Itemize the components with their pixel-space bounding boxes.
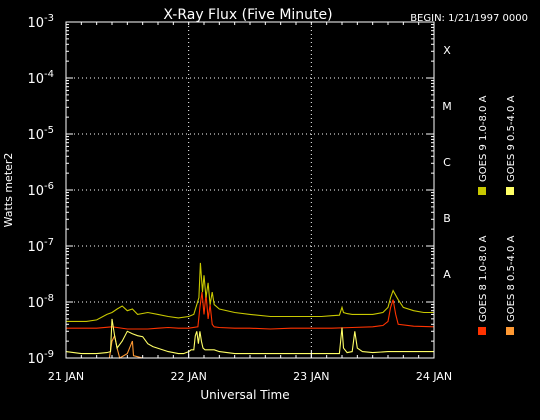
flare-class-label: B: [443, 212, 451, 225]
legend-label: GOES 9 1.0-8.0 A: [478, 95, 489, 182]
x-axis-label: Universal Time: [200, 388, 289, 402]
legend-swatch: [478, 187, 486, 195]
flare-class-label: A: [443, 268, 451, 281]
x-tick-label: 21 JAN: [48, 370, 84, 383]
grid-layer: [66, 22, 434, 358]
tick-layer: 10-3 10-4 10-5 10-6 10-7 10-8 10-9 21 JAN 22 JAN…: [27, 13, 452, 383]
y-tick-label: 10-4: [27, 69, 54, 87]
x-tick-label: 22 JAN: [171, 370, 207, 383]
begin-label: BEGIN: 1/21/1997 0000: [410, 13, 528, 24]
legend-swatch: [506, 187, 514, 195]
x-tick-label: 24 JAN: [416, 370, 452, 383]
legend-layer: GOES 8 1.0-8.0 A GOES 9 1.0-8.0 A GOES 8 0…: [478, 95, 517, 335]
legend-label: GOES 8 0.5-4.0 A: [506, 235, 517, 322]
legend-swatch: [506, 327, 514, 335]
flare-class-label: X: [443, 44, 451, 57]
series-line: [65, 318, 434, 355]
legend-label: GOES 9 0.5-4.0 A: [506, 95, 517, 182]
y-tick-label: 10-5: [27, 125, 54, 143]
series-line: [66, 262, 434, 322]
y-tick-label: 10-3: [27, 13, 54, 31]
y-axis-label: Watts meter2: [2, 153, 15, 228]
y-tick-label: 10-7: [27, 237, 54, 255]
x-tick-label: 23 JAN: [293, 370, 329, 383]
series-line: [66, 292, 435, 330]
flare-class-label: M: [442, 100, 452, 113]
y-tick-label: 10-9: [27, 349, 54, 367]
legend-label: GOES 8 1.0-8.0 A: [478, 235, 489, 322]
y-tick-label: 10-8: [27, 293, 54, 311]
series-layer: [65, 262, 435, 359]
chart-title: X-Ray Flux (Five Minute): [163, 7, 332, 23]
flare-class-label: C: [443, 156, 451, 169]
legend-swatch: [478, 327, 486, 335]
y-tick-label: 10-6: [27, 181, 54, 199]
